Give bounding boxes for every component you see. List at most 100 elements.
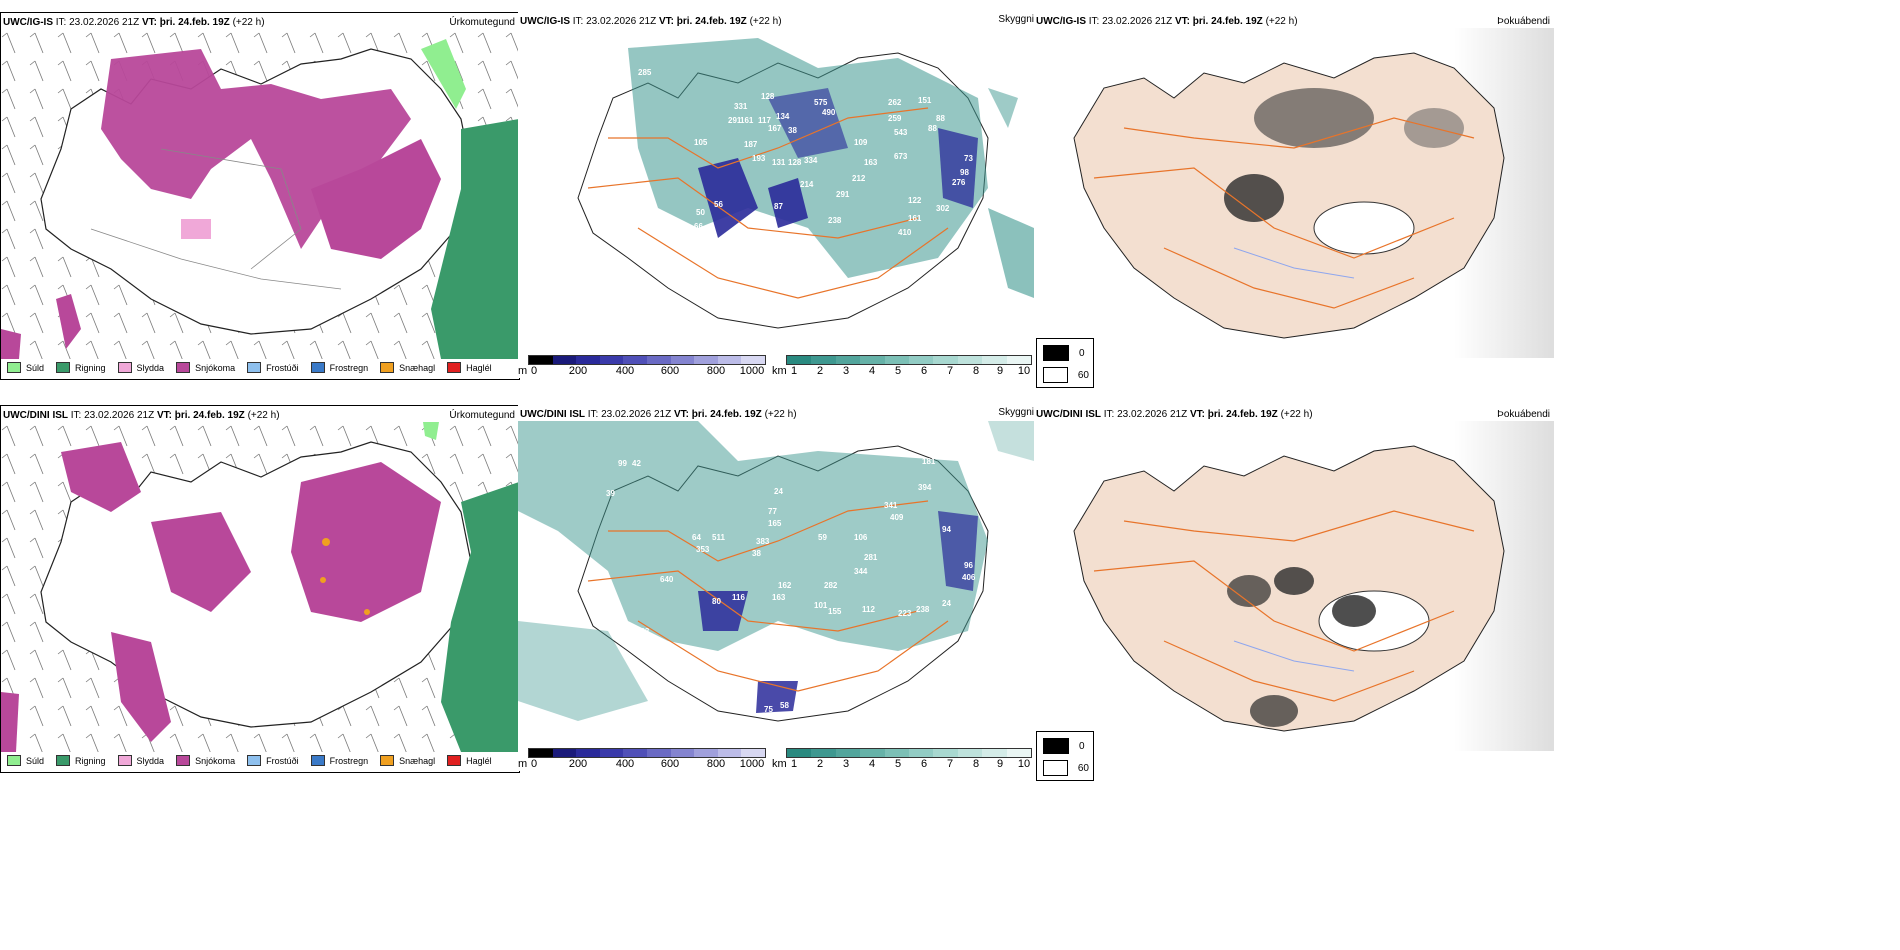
vis-label: 77 [768,507,777,516]
vis-label: 128 [761,92,775,101]
fog-panel-top: UWC/IG-IS IT: 23.02.2026 21Z VT: þri. 24… [1034,12,1554,388]
km-bar [786,355,1032,365]
swatch [247,755,262,766]
precip-map [1,422,519,752]
swatch [1043,345,1069,361]
legend-item-frostregn: Frostregn [310,362,368,373]
precip-label: Úrkomutegund [449,17,515,28]
fog-legend: 0 60 [1036,338,1094,388]
swatch [7,755,21,766]
swatch [1043,760,1068,776]
vis-label: 109 [854,138,868,147]
fog-legend-row: 60 [1043,367,1089,383]
swatch [176,362,191,373]
height-colorbar: m 0 200 400 600 800 1000 [518,748,768,772]
fog-map [1073,421,1554,751]
legend-item-slydda: Slydda [117,755,164,766]
swatch [1043,738,1069,754]
precip-panel-bottom: UWC/DINI ISL IT: 23.02.2026 21Z VT: þri.… [0,405,520,773]
legend-item-slydda: Slydda [117,362,164,373]
vis-label: 88 [928,124,937,133]
panel-title: UWC/IG-IS IT: 23.02.2026 21Z VT: þri. 24… [1036,16,1298,27]
vis-label: 163 [772,593,786,602]
vis-label: 94 [942,525,951,534]
vis-label: 409 [890,513,904,522]
vis-label: 151 [918,96,932,105]
vis-label: 59 [818,533,827,542]
km-unit: km [772,365,787,377]
vis-label: 193 [752,154,766,163]
vis-label: 39 [606,489,615,498]
height-bar [528,748,766,758]
fog-legend-row: 0 [1043,345,1089,361]
vis-label: 98 [960,168,969,177]
vis-label: 134 [776,112,790,121]
vis-label: 223 [898,609,912,618]
vis-label: 24 [774,487,783,496]
vis-label: 155 [828,607,842,616]
vis-label: 161 [908,214,922,223]
vis-label: 112 [862,605,875,614]
legend-item-frostudi: Frostúði [247,362,299,373]
vis-label: 75 [764,705,773,714]
legend-item-snjokoma: Snjókoma [176,755,235,766]
swatch [380,755,395,766]
swatch [247,362,262,373]
vis-label: 238 [828,216,842,225]
legend-item-snaehagl: Snæhagl [380,362,435,373]
visibility-map [518,421,1034,722]
model-name: UWC/IG-IS [3,17,53,28]
vis-label: 214 [800,180,814,189]
vis-label: 96 [964,561,973,570]
precip-map [1,29,519,359]
panel-title: UWC/IG-IS IT: 23.02.2026 21Z VT: þri. 24… [520,16,782,27]
legend-item-frostudi: Frostúði [247,755,299,766]
vis-label: 282 [824,581,838,590]
vis-label: 106 [854,533,868,542]
cloud-ceiling-label: Skyggni [998,14,1034,25]
km-unit: km [772,758,787,770]
swatch [447,755,462,766]
vis-label: 165 [768,519,782,528]
legend-item-snjokoma: Snjókoma [176,362,235,373]
height-bar [528,355,766,365]
vis-label: 42 [766,314,775,323]
legend-item-hagel: Haglél [447,362,492,373]
swatch [56,755,71,766]
vis-label: 42 [632,459,641,468]
vis-label: 12 [640,675,649,684]
panel-title: UWC/DINI ISL IT: 23.02.2026 21Z VT: þri.… [1036,409,1313,420]
vis-label: 36 [748,314,757,323]
vis-label: 276 [952,178,966,187]
vis-label: 410 [898,228,912,237]
legend-item-rigning: Rigning [56,755,106,766]
fog-label: Þokuábendi [1497,16,1550,27]
panel-title: UWC/DINI ISL IT: 23.02.2026 21Z VT: þri.… [3,410,280,421]
vis-label: 80 [712,597,721,606]
visibility-map [577,38,1034,329]
vis-label: 238 [916,605,930,614]
vis-label: 334 [804,156,818,165]
vis-label: 394 [918,483,932,492]
vis-label: 285 [638,68,652,77]
height-unit: m [518,365,528,377]
vis-label: 73 [964,154,973,163]
vis-label: 162 [778,581,792,590]
km-bar [786,748,1032,758]
vis-label: 128 [788,158,802,167]
precip-label: Úrkomutegund [449,410,515,421]
cloud-ceiling-label: Skyggni [998,407,1034,418]
vis-label: 291 [836,190,850,199]
vis-label: 88 [936,114,945,123]
vis-label: 58 [780,701,789,710]
swatch [447,362,462,373]
vis-label: 64 [692,533,701,542]
vis-label: 511 [712,533,725,542]
precip-legend: Súld Rigning Slydda Snjókoma Frostúði Fr… [7,755,504,766]
legend-item-sudd: Súld [7,755,44,766]
fog-map [1073,28,1554,358]
vis-label: 406 [962,573,976,582]
vis-label: 161 [740,116,754,125]
swatch [176,755,191,766]
vis-label: 38 [752,549,761,558]
